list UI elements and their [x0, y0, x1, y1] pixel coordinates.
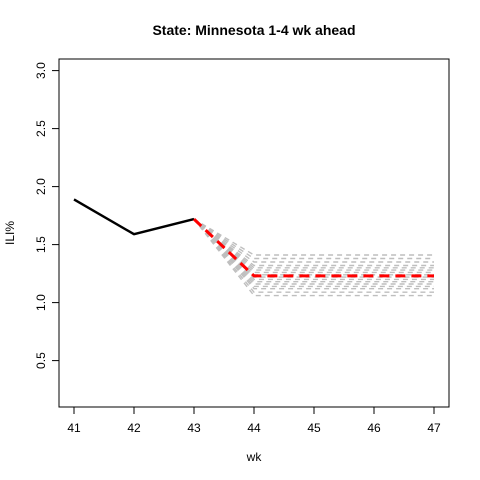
y-tick-label: 0.5 — [34, 352, 48, 369]
y-tick-label: 3.0 — [34, 62, 48, 79]
sample-line-7 — [193, 218, 434, 274]
sample-line-3 — [193, 218, 434, 263]
y-axis: 0.5 1.0 1.5 2.0 2.5 3.0 — [34, 62, 60, 369]
sample-line-4 — [193, 218, 434, 267]
observed-series — [73, 198, 195, 236]
chart-title: State: Minnesota 1-4 wk ahead — [152, 22, 355, 38]
sample-line-6 — [193, 218, 434, 271]
sample-line-2 — [193, 218, 434, 260]
y-tick-label: 1.5 — [34, 236, 48, 253]
sample-line-16 — [193, 218, 434, 297]
sample-line-12 — [193, 218, 434, 285]
x-tick-label: 44 — [247, 421, 261, 435]
sample-line-10 — [193, 218, 434, 281]
y-tick-label: 2.5 — [34, 120, 48, 137]
sample-line-5 — [193, 218, 434, 269]
x-tick-label: 47 — [427, 421, 441, 435]
plot-frame — [58, 58, 450, 408]
x-tick-label: 46 — [367, 421, 381, 435]
x-axis-label: wk — [246, 450, 263, 464]
sample-line-15 — [193, 218, 434, 293]
x-tick-label: 42 — [127, 421, 141, 435]
forecast-line — [192, 218, 434, 278]
sample-line-11 — [193, 218, 434, 283]
x-tick-label: 43 — [187, 421, 201, 435]
y-tick-label: 2.0 — [34, 178, 48, 195]
y-tick-label: 1.0 — [34, 294, 48, 311]
x-tick-label: 41 — [67, 421, 81, 435]
y-axis-label: ILI% — [3, 221, 17, 245]
forecast-samples — [193, 218, 434, 297]
sample-line-1 — [193, 218, 434, 256]
x-axis: 41 42 43 44 45 46 47 — [67, 406, 441, 435]
forecast-series — [192, 218, 434, 278]
observed-line — [73, 198, 195, 236]
x-tick-label: 45 — [307, 421, 321, 435]
